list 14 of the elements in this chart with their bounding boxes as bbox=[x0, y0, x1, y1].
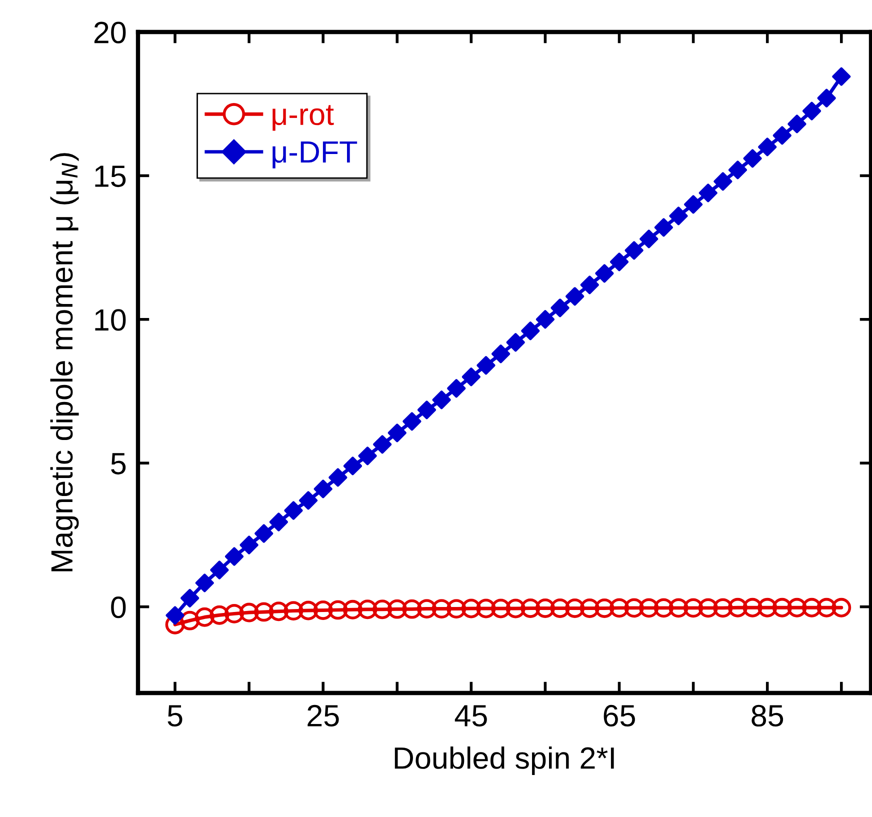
x-tick-label: 25 bbox=[308, 704, 339, 727]
x-tick-label: 65 bbox=[604, 704, 635, 727]
legend-label: μ-DFT bbox=[272, 141, 358, 168]
x-tick-label: 45 bbox=[454, 705, 487, 727]
y-tick-label: 0 bbox=[111, 596, 126, 618]
x-tick-label: 5 bbox=[168, 705, 182, 727]
legend-label: μ-rot bbox=[272, 105, 334, 131]
y-tick-label: 5 bbox=[111, 453, 126, 474]
y-tick-label: 15 bbox=[95, 166, 126, 188]
y-tick-label: 20 bbox=[94, 22, 126, 44]
y-tick-label: 10 bbox=[95, 309, 126, 331]
x-axis-title: Doubled spin 2*I bbox=[394, 746, 614, 775]
x-tick-label: 85 bbox=[752, 704, 784, 727]
y-axis-title: Magnetic dipole moment μ (μ$_{N}$) bbox=[50, 153, 79, 572]
